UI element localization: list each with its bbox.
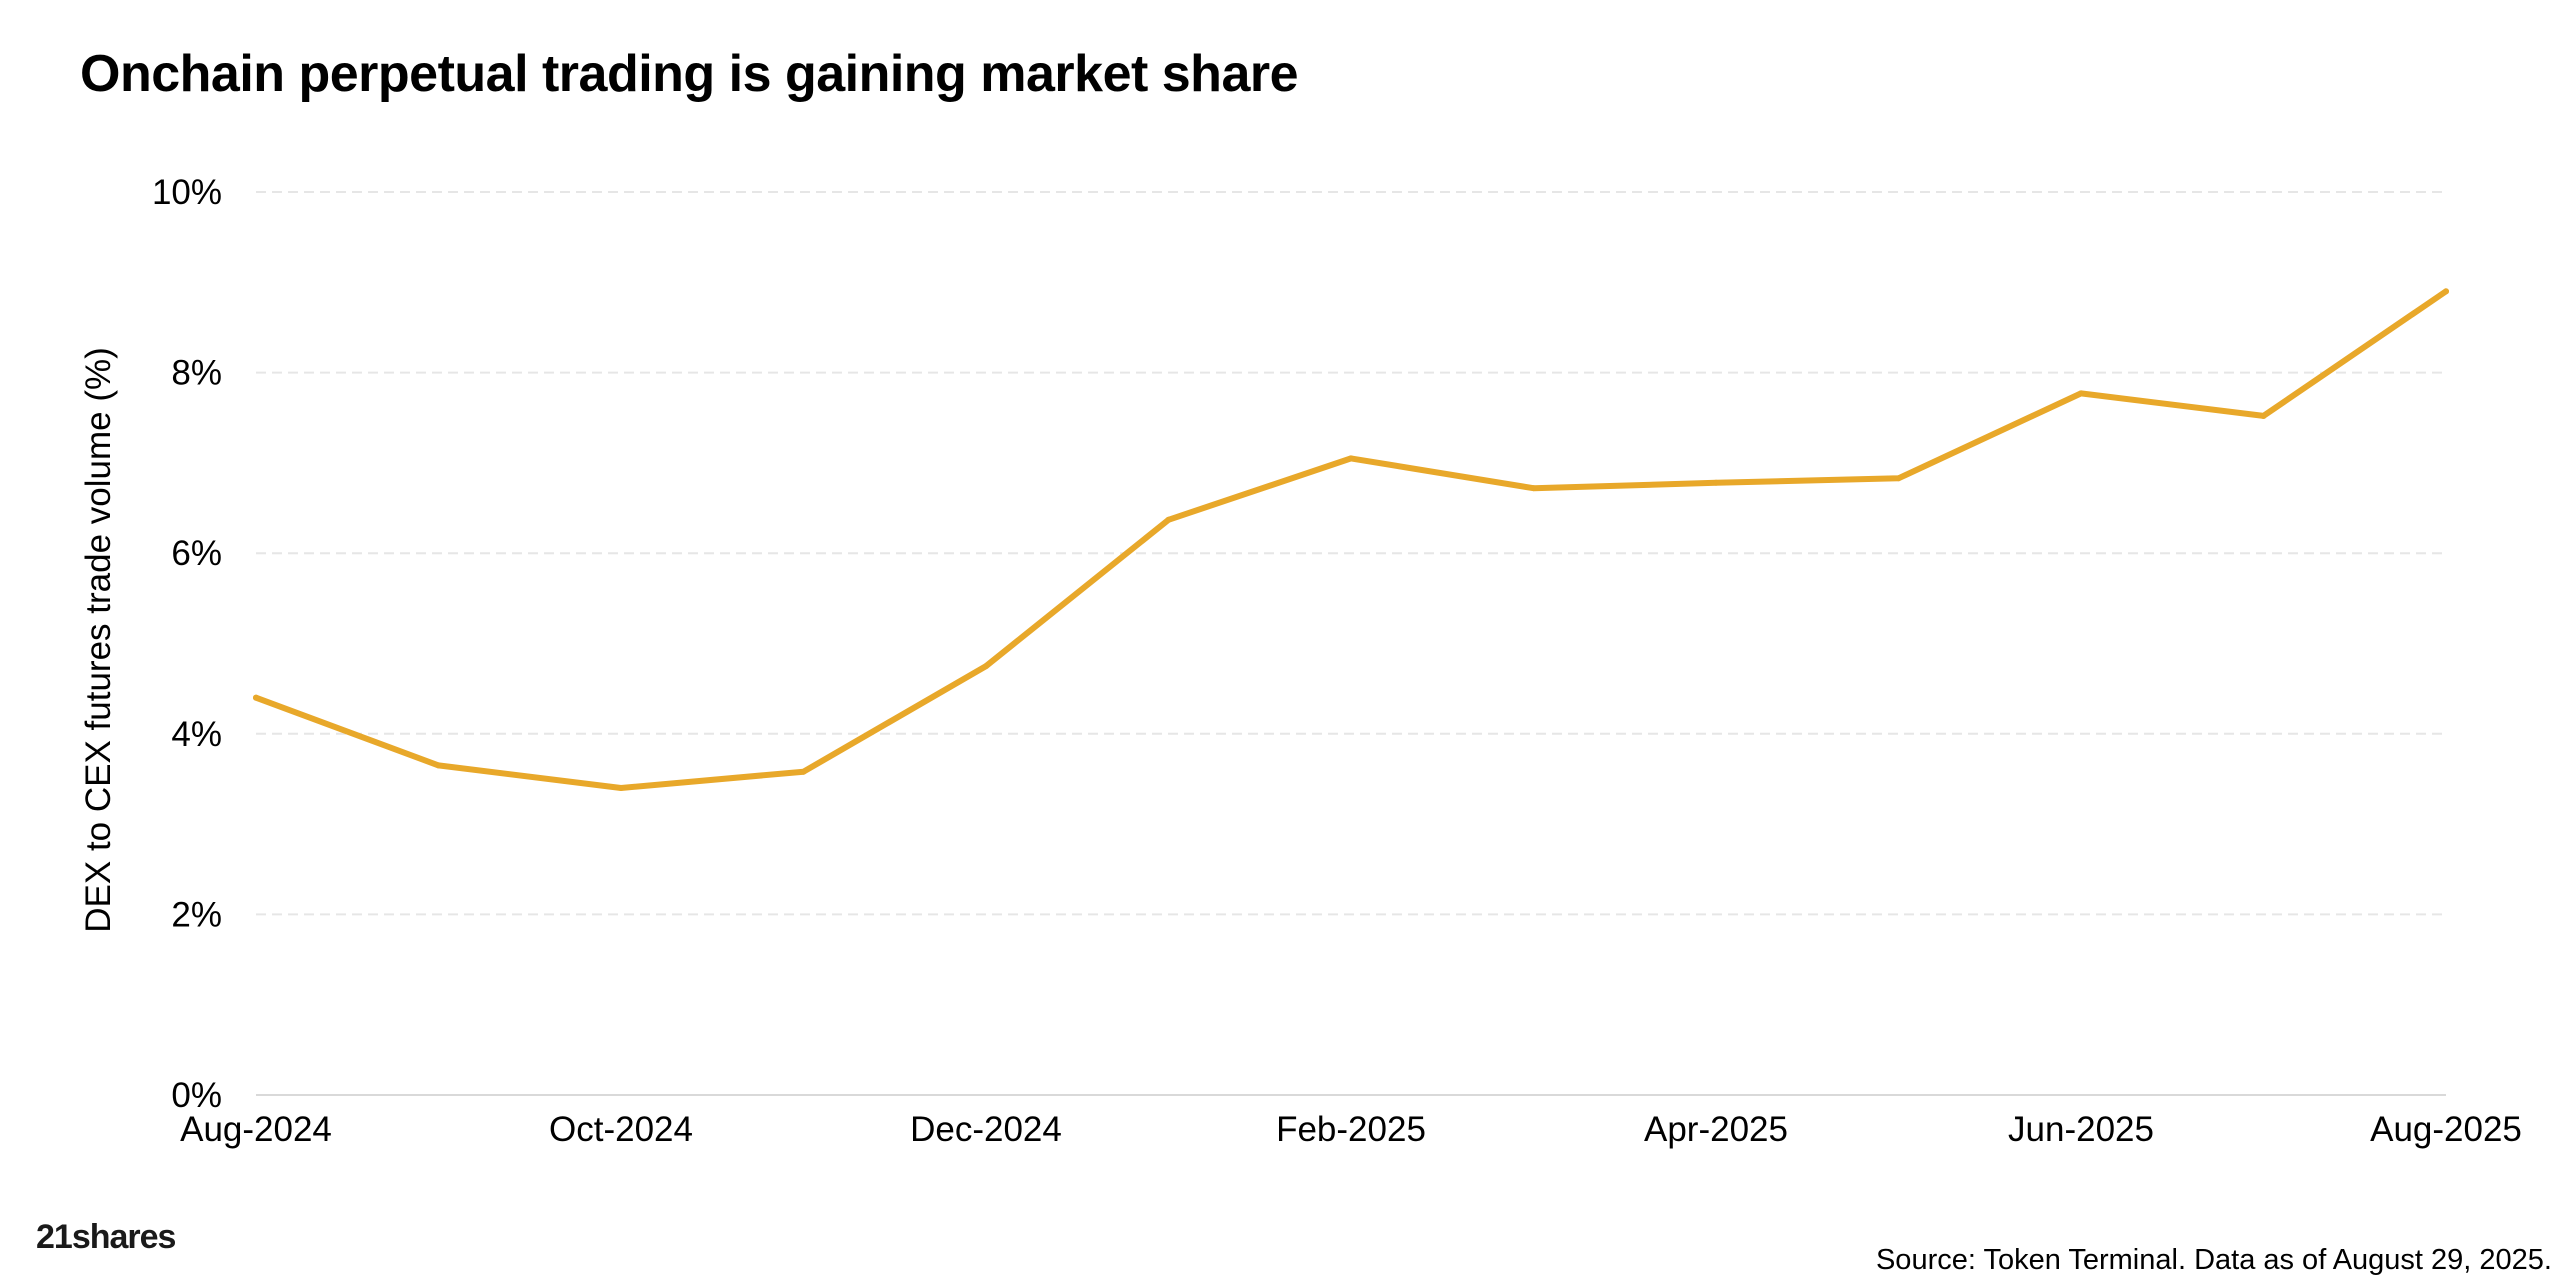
x-tick-label: Feb-2025 xyxy=(1276,1110,1426,1149)
data-point xyxy=(1165,516,1172,523)
x-tick-label: Apr-2025 xyxy=(1644,1110,1788,1149)
y-axis-ticks: 0% 2% 4% 6% 8% 10% xyxy=(152,173,222,1115)
data-point xyxy=(2443,288,2449,295)
data-point xyxy=(800,768,807,775)
x-tick-label: Oct-2024 xyxy=(549,1110,693,1149)
x-tick-label: Aug-2025 xyxy=(2370,1110,2522,1149)
data-point xyxy=(618,784,624,791)
x-tick-label: Aug-2024 xyxy=(180,1110,332,1149)
chart-title: Onchain perpetual trading is gaining mar… xyxy=(80,45,1299,103)
gridlines xyxy=(256,191,2446,1096)
brand-logo: 21shares xyxy=(36,1218,176,1256)
x-tick-label: Jun-2025 xyxy=(2008,1110,2154,1149)
data-point xyxy=(1530,485,1537,492)
x-tick-label: Dec-2024 xyxy=(910,1110,1062,1149)
source-note: Source: Token Terminal. Data as of Augus… xyxy=(1875,1244,2552,1276)
series xyxy=(253,288,2449,791)
data-point xyxy=(2260,412,2267,419)
data-point xyxy=(435,762,442,769)
data-point xyxy=(983,663,989,670)
series-line xyxy=(253,288,2449,791)
y-tick-label: 8% xyxy=(171,354,222,393)
data-point xyxy=(1348,455,1354,462)
data-point xyxy=(253,694,259,701)
data-point xyxy=(2078,390,2084,397)
data-point xyxy=(1713,479,1719,486)
y-tick-label: 2% xyxy=(171,895,222,934)
y-tick-label: 6% xyxy=(171,534,222,573)
y-tick-label: 0% xyxy=(171,1076,222,1115)
y-tick-label: 10% xyxy=(152,173,222,212)
y-tick-label: 4% xyxy=(171,715,222,754)
data-point xyxy=(1895,475,1902,482)
x-axis-ticks: Aug-2024 Oct-2024 Dec-2024 Feb-2025 Apr-2025… xyxy=(180,1110,2522,1149)
y-axis-label: DEX to CEX futures trade volume (%) xyxy=(79,347,118,933)
